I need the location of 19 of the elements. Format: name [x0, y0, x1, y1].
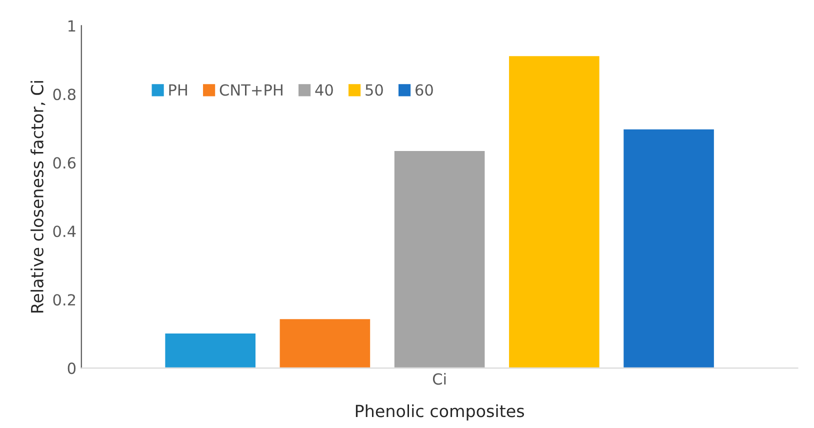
legend-label: PH [169, 84, 187, 96]
bar [393, 150, 486, 368]
legend-label: 50 [366, 84, 383, 96]
bar [508, 54, 601, 368]
legend-label: 60 [416, 84, 433, 96]
y-tick-label: 0.6 [53, 157, 76, 169]
legend-label: CNT+PH [220, 84, 282, 96]
x-tick-label: Ci [432, 372, 446, 385]
bar [278, 318, 372, 368]
y-axis-title: Relative closeness factor, Ci [30, 81, 46, 313]
bar [622, 128, 716, 368]
y-tick-label: 0.4 [53, 226, 76, 238]
y-tick-label: 0 [68, 362, 76, 374]
bar [164, 332, 257, 368]
y-tick-label: 0.2 [53, 294, 76, 306]
x-axis-title: Phenolic composites [356, 404, 524, 421]
y-tick-label: 0.8 [53, 88, 76, 100]
y-tick-label: 1 [68, 20, 76, 32]
legend-label: 40 [315, 84, 333, 96]
